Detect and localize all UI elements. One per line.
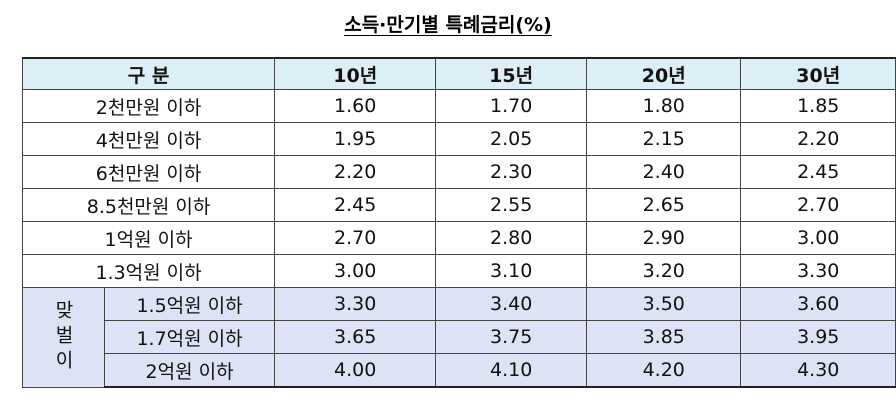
- rate-cell: 3.75: [435, 320, 587, 354]
- rate-cell: 4.30: [740, 353, 896, 388]
- rate-cell: 2.70: [274, 221, 437, 255]
- rate-cell: 1.95: [274, 122, 437, 156]
- table-row: 8.5천만원 이하 2.45 2.55 2.65 2.70: [21, 188, 896, 222]
- row-label: 1억원 이하: [21, 221, 276, 255]
- rate-cell: 2.70: [740, 188, 896, 222]
- rate-cell: 2.65: [585, 188, 742, 222]
- rate-cell: 4.20: [585, 353, 742, 388]
- table-row: 맞벌이 1.5억원 이하 3.30 3.40 3.50 3.60: [22, 287, 896, 388]
- table-row: 구 분 10년 15년 20년 30년: [21, 57, 896, 90]
- table-row: 1억원 이하 2.70 2.80 2.90 3.00: [21, 221, 896, 255]
- rate-cell: 4.00: [274, 353, 437, 388]
- header-cell: 15년: [435, 57, 587, 90]
- rate-table: 구 분 10년 15년 20년 30년 2천만원 이하 1.60 1.70 1.80 1.85 4천…: [21, 57, 896, 388]
- table-row: 1.3억원 이하 3.00 3.10 3.20 3.30: [21, 254, 896, 288]
- rate-cell: 3.85: [585, 320, 742, 354]
- rate-cell: 3.20: [585, 254, 742, 288]
- rate-cell: 1.70: [435, 89, 587, 123]
- row-label: 2억원 이하: [103, 353, 276, 388]
- table-row: 1.7억원 이하 3.65 3.75 3.85 3.95: [23, 320, 896, 354]
- rate-cell: 2.40: [585, 155, 742, 189]
- table-row: 2천만원 이하 1.60 1.70 1.80 1.85: [21, 89, 896, 123]
- row-label: 1.7억원 이하: [103, 320, 276, 354]
- rate-cell: 2.20: [740, 122, 896, 156]
- rate-cell: 3.10: [435, 254, 587, 288]
- table-row: 6천만원 이하 2.20 2.30 2.40 2.45: [21, 155, 896, 189]
- row-label: 6천만원 이하: [21, 155, 276, 189]
- rate-cell: 2.45: [740, 155, 896, 189]
- title: 소득·만기별 특례금리(%): [0, 10, 896, 37]
- row-label: 8.5천만원 이하: [21, 188, 276, 222]
- header-cell: 구 분: [21, 57, 276, 90]
- rate-cell: 2.45: [274, 188, 437, 222]
- table-row: 2억원 이하 4.00 4.10 4.20 4.30: [23, 353, 896, 388]
- header-cell: 20년: [585, 57, 742, 90]
- row-label: 2천만원 이하: [21, 89, 276, 123]
- group-label: 맞벌이: [22, 287, 105, 388]
- rate-cell: 1.80: [585, 89, 742, 123]
- rate-cell: 3.00: [274, 254, 437, 288]
- rate-cell: 1.60: [274, 89, 437, 123]
- title-text: 소득·만기별 특례금리(%): [344, 14, 552, 36]
- rate-cell: 3.00: [740, 221, 896, 255]
- row-label: 1.5억원 이하: [103, 287, 276, 321]
- table-row: 4천만원 이하 1.95 2.05 2.15 2.20: [21, 122, 896, 156]
- rate-cell: 3.60: [740, 287, 896, 321]
- rate-cell: 2.90: [585, 221, 742, 255]
- rate-cell: 2.30: [435, 155, 587, 189]
- rate-cell: 2.80: [435, 221, 587, 255]
- rate-cell: 4.10: [435, 353, 587, 388]
- rate-cell: 2.20: [274, 155, 437, 189]
- rate-cell: 1.85: [740, 89, 896, 123]
- rate-cell: 3.95: [740, 320, 896, 354]
- header-cell: 30년: [740, 57, 896, 90]
- rate-cell: 2.55: [435, 188, 587, 222]
- rate-cell: 2.15: [585, 122, 742, 156]
- rate-cell: 3.30: [274, 287, 437, 321]
- row-label: 4천만원 이하: [21, 122, 276, 156]
- rate-cell: 3.30: [740, 254, 896, 288]
- rate-cell: 3.65: [274, 320, 437, 354]
- header-cell: 10년: [274, 57, 437, 90]
- rate-cell: 3.40: [435, 287, 587, 321]
- rate-cell: 3.50: [585, 287, 742, 321]
- row-label: 1.3억원 이하: [21, 254, 276, 288]
- rate-cell: 2.05: [435, 122, 587, 156]
